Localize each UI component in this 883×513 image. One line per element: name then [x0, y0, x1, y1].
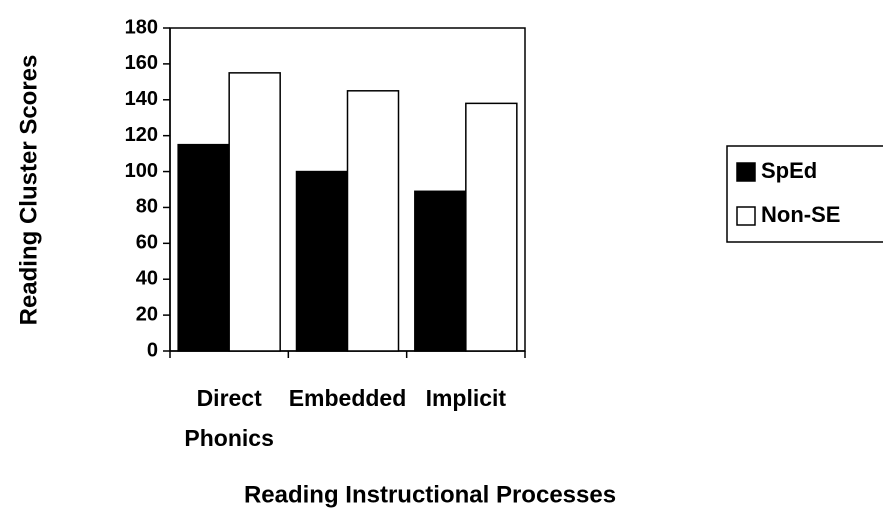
bar — [465, 102, 518, 352]
y-tick-label: 180 — [125, 16, 158, 38]
legend-swatch — [736, 162, 756, 182]
x-tick-label: Direct Phonics — [184, 385, 273, 451]
legend-label: SpEd — [761, 158, 817, 183]
x-tick-label: Implicit — [426, 385, 507, 411]
y-axis-title: Reading Cluster Scores — [15, 55, 42, 326]
y-tick-label: 80 — [136, 196, 158, 218]
x-tick-label: Embedded — [289, 385, 407, 411]
legend-label: Non-SE — [761, 202, 840, 227]
y-tick-label: 100 — [125, 160, 158, 182]
legend-swatch — [736, 206, 756, 226]
legend-box — [726, 145, 883, 243]
y-tick-label: 140 — [125, 88, 158, 110]
bar — [177, 143, 230, 352]
bar — [414, 190, 467, 352]
bar — [295, 170, 349, 352]
y-tick-label: 60 — [136, 232, 158, 254]
x-axis-title: Reading Instructional Processes — [244, 481, 616, 508]
y-tick-label: 160 — [125, 52, 158, 74]
bar — [228, 72, 281, 352]
y-tick-label: 120 — [125, 124, 158, 146]
y-tick-label: 40 — [136, 268, 158, 290]
bar — [346, 90, 400, 352]
y-tick-label: 0 — [147, 339, 158, 361]
y-tick-label: 20 — [136, 303, 158, 325]
